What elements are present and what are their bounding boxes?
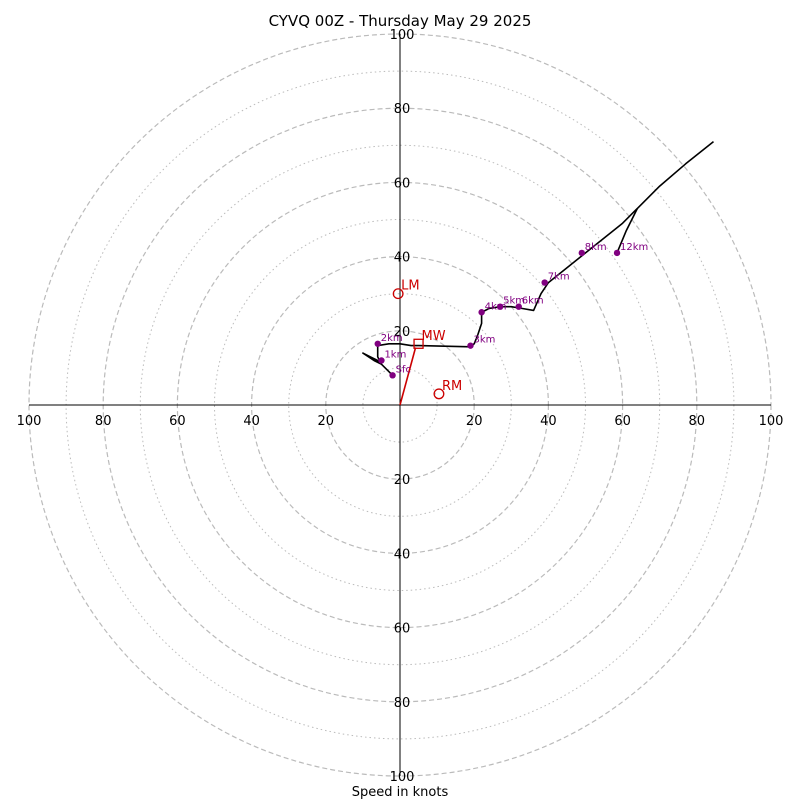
tick-label-west-80: 80 <box>95 414 112 429</box>
tick-label-west-60: 60 <box>169 414 186 429</box>
height-label-7km: 7km <box>548 272 570 283</box>
motion-marker-rm <box>433 388 445 400</box>
motion-marker-lm <box>392 288 404 300</box>
height-marker-8km <box>578 249 585 257</box>
tick-label-north-20: 20 <box>394 325 411 340</box>
tick-label-south-20: 20 <box>394 473 411 488</box>
tick-label-east-100: 100 <box>759 414 784 429</box>
tick-label-west-100: 100 <box>17 414 42 429</box>
height-marker-5km <box>496 303 504 310</box>
height-marker-4km <box>478 309 485 316</box>
tick-label-west-20: 20 <box>318 414 335 429</box>
height-marker-1km <box>378 357 385 364</box>
hodograph-traces <box>362 140 714 406</box>
height-marker-12km <box>613 249 621 257</box>
motion-label-lm: LM <box>401 279 419 294</box>
ring-tick-labels: 20 20 20 20 40 40 40 40 60 60 60 60 80 80 80 80 100 100 10… <box>17 28 784 785</box>
tick-label-east-80: 80 <box>689 414 706 429</box>
height-label-3km: 3km <box>473 335 495 346</box>
mean-wind-vector <box>399 347 417 406</box>
chart-title: CYVQ 00Z - Thursday May 29 2025 <box>269 12 532 30</box>
motion-label-mw: MW <box>422 329 446 344</box>
tick-label-east-20: 20 <box>466 414 483 429</box>
motion-label-rm: RM <box>442 379 462 394</box>
tick-label-south-80: 80 <box>394 696 411 711</box>
height-label-1km: 1km <box>384 349 406 360</box>
height-label-sfc: Sfc <box>396 364 411 375</box>
tick-label-south-40: 40 <box>394 547 411 562</box>
tick-label-north-60: 60 <box>394 176 411 191</box>
tick-label-north-100: 100 <box>390 28 415 43</box>
height-label-5km: 5km <box>503 296 525 307</box>
hodograph-branch-line <box>616 208 639 254</box>
height-marker-7km <box>541 279 548 286</box>
tick-label-north-80: 80 <box>394 102 411 117</box>
height-marker-6km <box>515 303 522 310</box>
height-label-2km: 2km <box>381 333 403 344</box>
tick-label-east-40: 40 <box>540 414 557 429</box>
motion-marker-mw <box>413 338 424 349</box>
tick-label-west-40: 40 <box>243 414 260 429</box>
storm-motions: LM RM MW <box>392 279 462 400</box>
height-label-4km: 4km <box>485 301 507 312</box>
tick-label-north-40: 40 <box>394 251 411 266</box>
height-label-8km: 8km <box>585 242 607 253</box>
height-label-12km: 12km <box>620 242 648 253</box>
height-label-6km: 6km <box>522 296 544 307</box>
height-marker-sfc <box>389 372 396 379</box>
hodograph-line <box>362 140 714 376</box>
x-axis-label: Speed in knots <box>352 785 449 800</box>
height-marker-2km <box>374 340 381 347</box>
tick-label-south-100: 100 <box>390 770 415 785</box>
tick-label-east-60: 60 <box>614 414 631 429</box>
height-marker-3km <box>467 342 474 349</box>
tick-label-south-60: 60 <box>394 622 411 637</box>
